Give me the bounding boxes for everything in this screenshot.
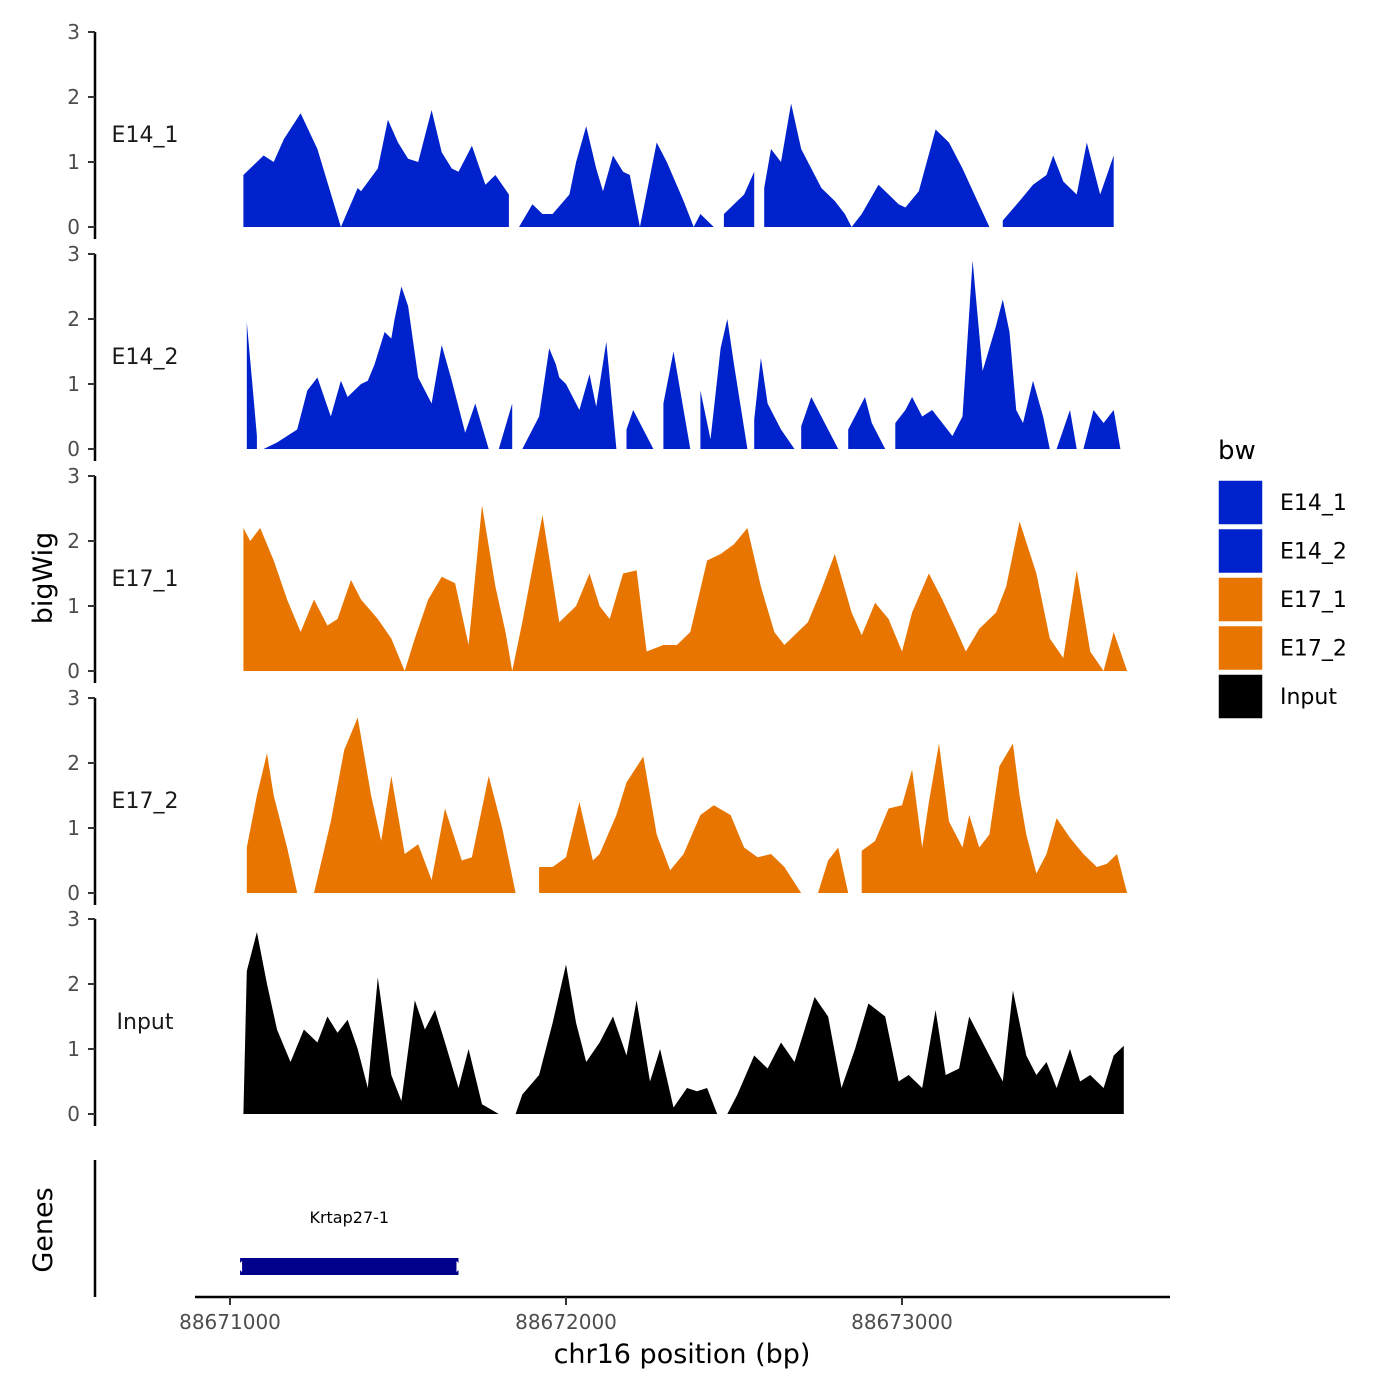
legend-label: Input	[1280, 685, 1337, 710]
track-label: E17_1	[112, 567, 179, 592]
signal-area-Input	[243, 932, 1124, 1114]
x-tick-label: 88672000	[515, 1310, 617, 1334]
track-E17_1: 0 1 2 3 E17_1	[67, 464, 1128, 683]
x-tick-label: 88671000	[179, 1310, 281, 1334]
legend-label: E17_2	[1280, 637, 1347, 662]
signal-area-E14_2	[246, 260, 1121, 449]
y-tick-label: 0	[67, 215, 80, 239]
gene-label: Krtap27-1	[309, 1208, 389, 1227]
track-label: E17_2	[112, 789, 179, 814]
track-E17_2: 0 1 2 3 E17_2	[67, 686, 1128, 905]
track-label: E14_1	[112, 123, 179, 148]
x-axis: 88671000 88672000 88673000	[179, 1295, 1170, 1334]
y-tick-label: 2	[67, 751, 80, 775]
track-label: Input	[117, 1010, 174, 1035]
legend-label: E17_1	[1280, 588, 1347, 613]
y-tick-label: 3	[67, 464, 80, 488]
y-tick-label: 2	[67, 972, 80, 996]
track-label: E14_2	[112, 345, 179, 370]
gene-end-marker	[236, 1261, 243, 1272]
genes-axis-title: Genes	[28, 1187, 59, 1272]
y-tick-label: 3	[67, 907, 80, 931]
y-tick-label: 0	[67, 1102, 80, 1126]
signal-area-E17_1	[243, 505, 1128, 671]
x-axis-title: chr16 position (bp)	[554, 1339, 811, 1370]
y-axis-title: bigWig	[28, 532, 59, 625]
y-tick-label: 1	[67, 594, 80, 618]
legend-swatch-E14_1	[1217, 479, 1264, 526]
y-tick-label: 0	[67, 437, 80, 461]
y-tick-label: 1	[67, 150, 80, 174]
y-tick-label: 1	[67, 372, 80, 396]
gene-end-marker	[456, 1261, 463, 1272]
gene-track: Krtap27-1	[93, 1160, 463, 1297]
legend: bw E14_1 E14_2 E17_1 E17_2 Input	[1217, 436, 1347, 720]
y-tick-label: 0	[67, 881, 80, 905]
gene-Krtap27-1: Krtap27-1	[236, 1208, 463, 1275]
signal-tracks: 0 1 2 3 E14_1 0 1 2 3 E14_2 0 1 2 3 E17_1 0 1 2 3 E17_2 0 1 2 3…	[67, 20, 1128, 1126]
y-tick-label: 2	[67, 85, 80, 109]
legend-title: bw	[1218, 436, 1256, 466]
y-tick-label: 1	[67, 1037, 80, 1061]
legend-swatch-Input	[1217, 673, 1264, 720]
track-E14_1: 0 1 2 3 E14_1	[67, 20, 1124, 239]
y-tick-label: 3	[67, 20, 80, 44]
y-tick-label: 2	[67, 529, 80, 553]
legend-label: E14_2	[1280, 540, 1347, 565]
x-tick-label: 88673000	[851, 1310, 953, 1334]
legend-swatch-E14_2	[1217, 527, 1264, 575]
signal-area-E14_1	[243, 103, 1124, 227]
legend-swatch-E17_2	[1217, 624, 1264, 672]
y-tick-label: 3	[67, 242, 80, 266]
signal-area-E17_2	[246, 717, 1128, 893]
legend-label: E14_1	[1280, 491, 1347, 516]
y-tick-label: 0	[67, 659, 80, 683]
y-tick-label: 1	[67, 816, 80, 840]
legend-swatch-E17_1	[1217, 576, 1264, 623]
y-tick-label: 2	[67, 307, 80, 331]
track-E14_2: 0 1 2 3 E14_2	[67, 242, 1121, 461]
gene-body	[240, 1258, 459, 1275]
y-tick-label: 3	[67, 686, 80, 710]
track-Input: 0 1 2 3 Input	[67, 907, 1124, 1126]
